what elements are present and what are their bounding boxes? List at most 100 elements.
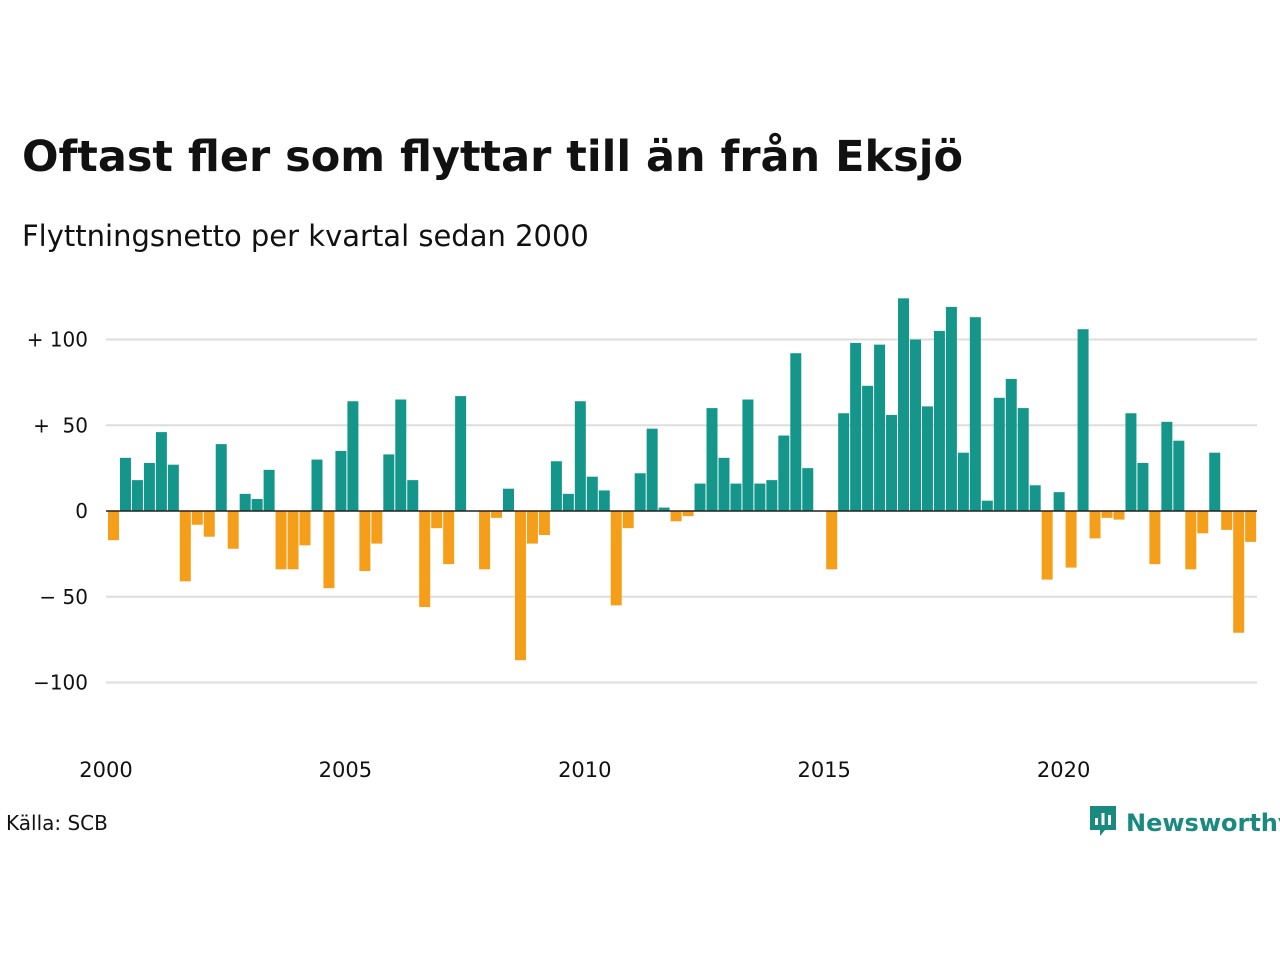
bar-2020-q2 xyxy=(1077,329,1089,511)
bar-2004-q1 xyxy=(299,511,311,546)
bar-2003-q1 xyxy=(251,499,263,512)
bar-2019-q1 xyxy=(1017,408,1029,511)
bar-2005-q2 xyxy=(359,511,371,572)
brand-name: Newsworthy xyxy=(1126,809,1280,837)
bar-2003-q2 xyxy=(263,469,275,511)
y-tick-label: −100 xyxy=(33,671,88,695)
bar-2001-q4 xyxy=(191,511,203,525)
bar-2022-q3 xyxy=(1185,511,1197,570)
bar-2011-q1 xyxy=(634,473,646,511)
bar-2023-q2 xyxy=(1221,511,1233,530)
bar-2006-q3 xyxy=(419,511,431,608)
bar-2021-q3 xyxy=(1137,462,1149,511)
bar-2018-q4 xyxy=(1005,378,1017,511)
bar-2018-q3 xyxy=(993,397,1005,511)
bar-2000-q1 xyxy=(108,511,119,541)
bar-2007-q2 xyxy=(455,396,467,512)
bar-2021-q1 xyxy=(1113,511,1125,520)
bar-2015-q2 xyxy=(838,413,850,512)
bar-2006-q1 xyxy=(395,399,407,511)
y-tick-label: + 50 xyxy=(33,413,88,437)
bar-2002-q4 xyxy=(239,493,251,511)
bar-2010-q4 xyxy=(622,511,634,529)
bar-2001-q2 xyxy=(167,464,179,511)
bar-2011-q4 xyxy=(670,511,682,522)
bar-chart: + 100 + 50 0 − 50 −100 2000 2005 2010 2015 2020 xyxy=(27,298,1257,782)
y-tick-label: 0 xyxy=(75,499,88,523)
bar-2012-q4 xyxy=(718,457,730,511)
bar-2020-q3 xyxy=(1089,511,1101,539)
bar-2023-q3 xyxy=(1233,511,1245,633)
bar-2000-q3 xyxy=(131,480,143,511)
bar-2021-q4 xyxy=(1149,511,1161,565)
bar-2001-q1 xyxy=(155,432,167,511)
bar-2005-q3 xyxy=(371,511,383,544)
bar-2017-q3 xyxy=(945,306,957,511)
bar-2004-q4 xyxy=(335,450,347,512)
bar-2010-q1 xyxy=(586,476,598,511)
y-tick-label: − 50 xyxy=(39,585,88,609)
bar-2017-q2 xyxy=(933,330,945,511)
bar-2022-q2 xyxy=(1173,440,1185,511)
bar-2020-q4 xyxy=(1101,511,1113,518)
bar-2016-q3 xyxy=(898,298,910,511)
y-tick-label: + 100 xyxy=(27,328,88,352)
bar-2012-q3 xyxy=(706,408,718,511)
bar-2006-q4 xyxy=(431,511,443,529)
bar-2004-q2 xyxy=(311,459,323,511)
bar-2003-q4 xyxy=(287,511,299,570)
bar-2000-q4 xyxy=(143,462,155,511)
bar-2010-q2 xyxy=(598,490,610,511)
bar-2018-q1 xyxy=(969,317,981,511)
x-axis-labels: 2000 2005 2010 2015 2020 xyxy=(79,758,1090,782)
bar-2008-q4 xyxy=(526,511,538,544)
bar-2016-q4 xyxy=(909,339,921,511)
bar-2016-q2 xyxy=(886,414,898,511)
bar-2015-q1 xyxy=(826,511,838,570)
bar-2023-q4 xyxy=(1245,511,1257,542)
bar-2015-q3 xyxy=(850,342,862,511)
bar-2008-q2 xyxy=(503,488,515,511)
bar-2012-q2 xyxy=(694,483,706,511)
bar-2023-q1 xyxy=(1209,452,1221,511)
bar-2000-q2 xyxy=(119,457,131,511)
x-tick-label: 2000 xyxy=(79,758,132,782)
bar-2022-q4 xyxy=(1197,511,1209,534)
bars xyxy=(108,298,1257,661)
bar-2009-q1 xyxy=(538,511,550,536)
bar-2013-q4 xyxy=(766,480,778,511)
gridlines xyxy=(106,338,1257,684)
x-tick-label: 2010 xyxy=(558,758,611,782)
bar-2017-q4 xyxy=(957,452,969,511)
bar-2002-q1 xyxy=(203,511,215,537)
bar-2014-q3 xyxy=(802,468,814,512)
bar-2007-q1 xyxy=(443,511,455,565)
brand-logo[interactable]: Newsworthy xyxy=(1088,804,1280,842)
bar-2007-q4 xyxy=(479,511,491,570)
x-tick-label: 2005 xyxy=(319,758,372,782)
bar-2009-q4 xyxy=(574,401,586,511)
bar-2002-q3 xyxy=(227,511,239,549)
bar-2019-q2 xyxy=(1029,485,1041,511)
bar-2008-q1 xyxy=(491,511,503,518)
bar-2006-q2 xyxy=(407,480,419,511)
newsworthy-logo-icon xyxy=(1088,804,1118,842)
bar-2020-q1 xyxy=(1065,511,1077,568)
bar-2002-q2 xyxy=(215,444,227,512)
bar-2016-q1 xyxy=(874,344,886,511)
bar-2011-q2 xyxy=(646,428,658,511)
bar-2004-q3 xyxy=(323,511,335,589)
bar-2005-q4 xyxy=(383,454,395,511)
bar-2011-q3 xyxy=(658,507,670,511)
bar-2019-q3 xyxy=(1041,511,1053,580)
bar-2013-q3 xyxy=(754,483,766,511)
bar-2013-q1 xyxy=(730,483,742,511)
bar-2017-q1 xyxy=(921,406,933,511)
source-note: Källa: SCB xyxy=(6,811,108,835)
bar-2008-q3 xyxy=(514,511,526,661)
y-axis-labels: + 100 + 50 0 − 50 −100 xyxy=(27,328,88,695)
bar-2012-q1 xyxy=(682,511,694,517)
bar-2022-q1 xyxy=(1161,421,1173,511)
bar-2005-q1 xyxy=(347,401,359,511)
bar-2010-q3 xyxy=(610,511,622,606)
